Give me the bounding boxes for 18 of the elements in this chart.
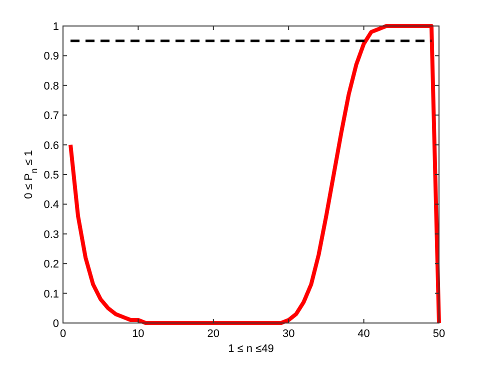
y-tick-label: 0 (52, 318, 59, 330)
y-tick-label: 0.6 (44, 140, 59, 152)
x-tick-label: 30 (282, 328, 295, 340)
y-tick-label: 0.1 (44, 288, 59, 300)
y-tick-label: 0.7 (44, 110, 59, 122)
y-tick-label: 0.9 (44, 50, 59, 63)
x-axis-title: 1 ≤ n ≤49 (228, 343, 274, 355)
x-tick-label: 50 (432, 328, 446, 340)
y-tick-label: 1 (52, 21, 59, 33)
x-tick-label: 40 (358, 328, 370, 340)
y-tick-label: 0.8 (44, 80, 59, 92)
line-series (68, 24, 441, 325)
y-tick-label: 0.4 (44, 199, 59, 212)
y-tick-label: 0.5 (44, 170, 59, 182)
x-tick-label: 20 (207, 328, 220, 340)
y-tick-label: 0.2 (44, 258, 59, 271)
x-tick-label: 10 (132, 328, 144, 340)
y-tick-label: 0.3 (44, 228, 59, 241)
